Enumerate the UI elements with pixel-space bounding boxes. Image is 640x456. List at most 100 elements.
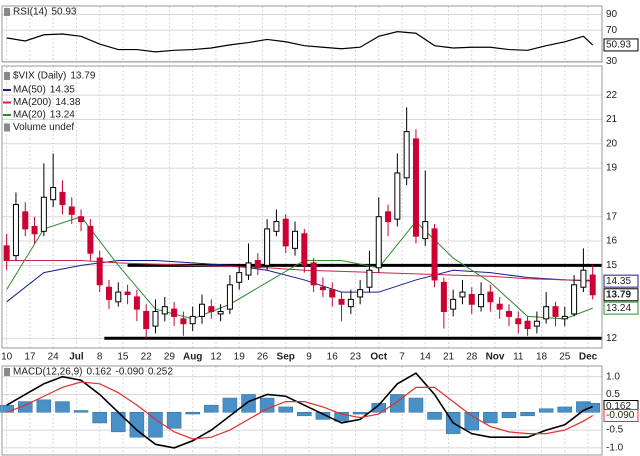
x-tick-label: 29 [164,352,176,363]
candle-body [533,320,540,327]
legend-value: 0.162 [86,367,111,378]
candle-body [236,272,243,283]
histogram-bar [538,408,554,413]
candle-body [161,306,168,315]
histogram-bar [185,412,200,415]
candle-body [329,289,336,298]
candle-body [208,306,215,313]
x-tick-label: 17 [24,352,36,363]
candle-body [412,138,419,237]
legend-icon [4,123,10,132]
candle-body [589,274,596,296]
legend-label: MACD(12,26,9) [13,367,82,378]
legend-value: 14.38 [55,97,80,108]
x-tick-label: 24 [48,352,60,363]
legend-label: RSI(14) [13,7,47,18]
last-value-label: -0.090 [606,410,635,421]
histogram-bar [111,412,126,433]
candle-body [273,221,280,232]
candle-body [12,204,19,257]
candle-body [264,228,271,266]
candle-body [78,216,85,223]
candle-body [87,225,94,254]
histogram-bar [241,394,256,413]
y-tick-label: 21 [606,114,618,125]
last-value-box [603,38,639,52]
legend-label: Volume undef [13,122,74,133]
x-tick-label: 7 [399,352,405,363]
histogram-bar [278,406,293,413]
legend-value: 13.79 [70,71,95,82]
candle-body [50,187,57,201]
candle-body [366,269,373,288]
last-value-label: 14.35 [606,276,631,287]
legend-value: -0.090 [116,367,145,378]
histogram-bar [55,401,70,413]
panel-frame [1,65,603,349]
x-tick-label: 26 [257,352,269,363]
x-tick-label: Jul [69,352,84,363]
y-tick-label: 0.5 [606,389,620,400]
candle-body [561,315,568,320]
histogram-bar [259,397,275,413]
histogram-bar [222,397,238,413]
candle-body [338,298,345,305]
candle-body [245,262,252,276]
candle-body [152,311,159,327]
x-tick-label: 22 [141,352,153,363]
histogram-bar [0,404,14,413]
candle-body [189,315,196,325]
last-value-label: 13.24 [606,303,631,314]
histogram-bar [501,412,517,418]
histogram-bar [92,412,107,424]
x-tick-label: 15 [117,352,129,363]
candle-body [31,225,38,235]
y-tick-label: 1.0 [606,371,620,382]
candle-body [3,245,10,261]
candle-body [226,284,233,310]
candle-body [124,291,131,296]
candle-body [440,281,447,313]
last-value-box [603,288,639,302]
y-tick-label: 15 [606,260,618,271]
legend-title: $VIX (Daily) [13,71,66,82]
x-tick-label: 9 [306,352,312,363]
candle-body [357,289,364,298]
candle-body [459,291,466,298]
y-tick-label: 70 [606,25,618,36]
x-tick-label: 14 [420,352,432,363]
y-tick-label: 16 [606,236,618,247]
candle-body [143,311,150,330]
candle-body [105,286,112,300]
legend-label: MA(50) [13,85,46,96]
histogram-bar [483,412,498,424]
histogram-bar [334,412,349,422]
rsi-line [6,31,594,53]
candle-body [133,296,140,310]
candle-body [478,294,485,308]
candle-body [403,131,410,179]
candle-body [115,291,122,303]
x-tick-label: Aug [183,352,202,363]
candle-body [496,303,503,310]
y-tick-label: 19 [606,163,618,174]
panel-frame [1,5,603,63]
histogram-bar [427,412,442,420]
candle-body [552,306,559,317]
candle-body [487,291,494,303]
candle-body [524,320,531,330]
last-value-box [603,301,639,315]
last-value-label: 50.93 [606,40,631,51]
candle-body [580,269,587,288]
candle-body [199,303,205,317]
panel-frame [1,365,603,456]
x-tick-label: 11 [513,352,524,363]
histogram-bar [520,412,535,417]
histogram-bar [129,412,145,438]
legend-label: MA(200) [13,97,51,108]
histogram-bar [352,412,368,415]
candle-body [301,233,308,266]
legend-icon [4,8,10,16]
histogram-bar [585,403,600,413]
candle-body [450,298,457,310]
